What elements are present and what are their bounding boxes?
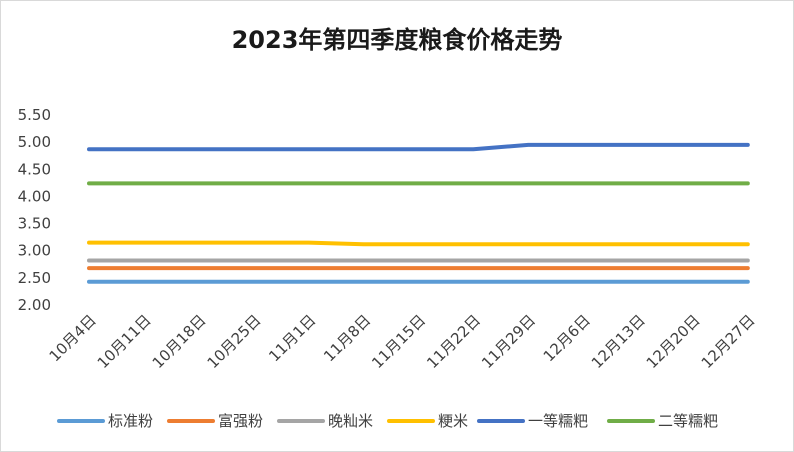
x-tick-label: 11月1日	[265, 311, 319, 365]
x-tick-label: 11月8日	[320, 311, 374, 365]
x-tick-label: 12月6日	[540, 311, 594, 365]
plot-area: 2.002.503.003.504.004.505.005.5010月4日10月…	[18, 106, 759, 372]
x-tick-label: 10月18日	[149, 311, 210, 372]
y-tick-label: 4.50	[18, 160, 51, 178]
x-tick-label: 11月29日	[478, 311, 539, 372]
x-tick-label: 12月13日	[588, 311, 649, 372]
y-tick-label: 4.00	[18, 187, 51, 205]
legend-label: 晚籼米	[328, 412, 373, 430]
x-tick-label: 10月4日	[46, 311, 100, 365]
x-tick-label: 12月27日	[698, 311, 759, 372]
y-tick-label: 5.50	[18, 106, 51, 124]
x-tick-label: 10月11日	[94, 311, 155, 372]
legend-label: 一等糯粑	[528, 412, 588, 430]
x-tick-label: 12月20日	[643, 311, 704, 372]
series-line	[87, 240, 750, 247]
legend-label: 标准粉	[108, 412, 153, 430]
legend: 标准粉 富强粉 晚籼米 粳米 一等糯粑 二等糯粑	[57, 412, 718, 430]
legend-label: 二等糯粑	[658, 412, 718, 430]
legend-label: 粳米	[438, 412, 468, 430]
y-tick-label: 2.00	[18, 296, 51, 314]
legend-label: 富强粉	[218, 412, 263, 430]
chart-title: 2023年第四季度粮食价格走势	[232, 26, 563, 54]
y-tick-label: 5.00	[18, 133, 51, 151]
x-tick-label: 10月25日	[204, 311, 265, 372]
y-tick-label: 2.50	[18, 269, 51, 287]
y-tick-label: 3.00	[18, 242, 51, 260]
x-tick-label: 11月22日	[423, 311, 484, 372]
series-line	[87, 142, 750, 152]
y-tick-label: 3.50	[18, 215, 51, 233]
x-tick-label: 11月15日	[368, 311, 429, 372]
